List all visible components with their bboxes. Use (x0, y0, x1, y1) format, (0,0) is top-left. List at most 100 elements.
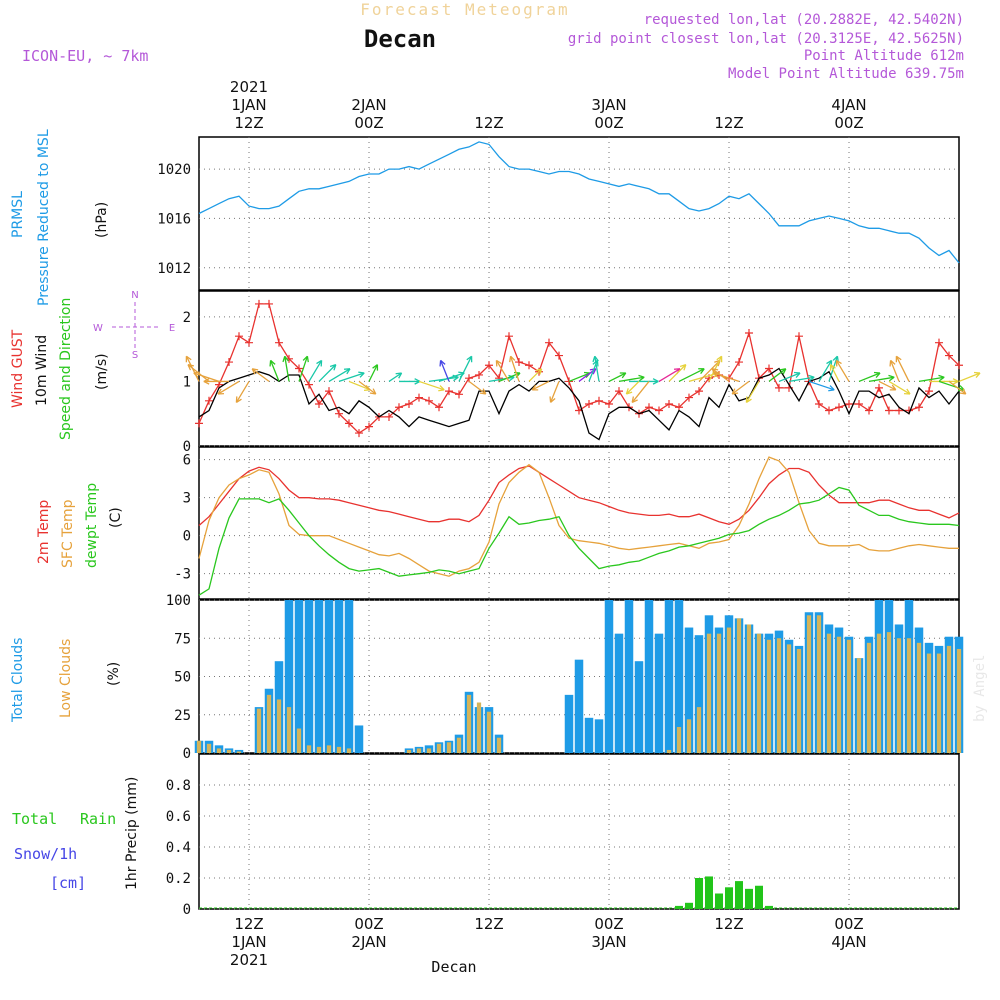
bottom-time-label: 3JAN (591, 933, 626, 951)
gust-marker (765, 364, 773, 373)
chart-title: Decan (364, 25, 436, 53)
wind-arrow-head (959, 388, 967, 395)
low-cloud-bar (226, 749, 232, 753)
wind-arrow-shaft (594, 356, 600, 382)
rain-bar (765, 905, 773, 909)
wind-arrow-shaft (835, 360, 850, 382)
total-cloud-bar (284, 600, 294, 753)
clouds-low-label: Low Clouds (58, 639, 74, 718)
wind-arrow-shaft (217, 380, 240, 395)
temp-sfc-label: SFC Temp (60, 499, 76, 568)
wind-arrow-head (269, 359, 276, 367)
wind-direction-label: Speed and Direction (58, 298, 74, 440)
compass-w: W (93, 323, 103, 334)
gust-marker (195, 419, 203, 428)
compass-rose-icon: N S W E (93, 290, 175, 361)
wind-arrow-head (589, 368, 597, 375)
wind-arrow-head (343, 368, 351, 375)
pressure-panel-frame (198, 136, 960, 291)
pressure-name-label: PRMSL (10, 191, 26, 238)
y-tick-label: 1012 (157, 261, 191, 277)
wind-arrow-shaft (495, 360, 510, 382)
wind-arrow-shaft (338, 372, 365, 383)
wind-arrow-head (395, 372, 403, 379)
model-label: ICON-EU, ~ 7km (22, 47, 148, 65)
wind-arrow-head (889, 359, 896, 367)
gust-marker (415, 393, 423, 402)
top-time-label: 00Z (594, 114, 623, 132)
total-cloud-bar (644, 600, 654, 753)
gust-marker (775, 383, 783, 392)
precip-rain-label-b: Rain (80, 810, 116, 828)
wind-arrow-shaft (818, 360, 833, 382)
gust-marker (425, 396, 433, 405)
wind-arrow-shaft (731, 380, 750, 395)
wind-arrow-shaft (348, 380, 371, 391)
wind-arrow-head (698, 368, 705, 375)
gust-marker (405, 400, 413, 409)
precip-snow-label: Snow/1h (14, 845, 77, 863)
y-tick-label: 1016 (157, 211, 191, 227)
temperature-series-line (198, 465, 960, 526)
top-time-label: 3JAN (591, 96, 626, 114)
gust-marker (865, 406, 873, 415)
low-cloud-bar (406, 749, 412, 753)
rain-bar (675, 905, 683, 909)
gust-marker (935, 338, 943, 347)
gust-marker (945, 351, 953, 360)
wind-arrow-shaft (235, 381, 250, 403)
y-tick-label: 0 (183, 902, 191, 918)
total-cloud-bar (614, 633, 624, 753)
y-tick-label: 3 (183, 491, 191, 507)
total-cloud-bar (694, 635, 704, 753)
wind-arrow-head (549, 396, 556, 403)
wind-arrow-shaft (698, 359, 721, 382)
low-cloud-bar (836, 636, 842, 753)
total-cloud-bar (564, 694, 574, 753)
wind-arrow-shaft (358, 380, 377, 395)
wind-arrow-shaft (618, 376, 645, 383)
wind-arrow-head (835, 359, 842, 367)
low-cloud-bar (876, 633, 882, 753)
wind-arrow-shaft (668, 364, 687, 382)
wind-arrow-head (592, 359, 599, 367)
top-time-label: 4JAN (831, 96, 866, 114)
low-cloud-bar (486, 711, 492, 753)
total-cloud-bar (584, 717, 594, 753)
wind-arrow-shaft (568, 372, 591, 383)
gust-marker (265, 299, 273, 308)
total-cloud-bar (344, 600, 354, 753)
wind-arrow-head (808, 374, 815, 382)
gust-marker (875, 383, 883, 392)
gust-marker (325, 387, 333, 396)
gust-marker (255, 299, 263, 308)
gust-marker (545, 338, 553, 347)
low-cloud-bar (666, 749, 672, 753)
bottom-time-label: 12Z (714, 915, 743, 933)
temp-dewpt-label: dewpt Temp (84, 483, 100, 568)
rain-bar (715, 893, 723, 909)
temperature-series-line (198, 486, 960, 596)
bottom-time-label: 00Z (594, 915, 623, 933)
pressure-series-line (198, 141, 960, 264)
wind-arrow-head (235, 396, 242, 403)
wind-arrow-head (369, 388, 377, 395)
low-cloud-bar (476, 702, 482, 753)
total-cloud-bar (574, 659, 584, 753)
low-cloud-bar (496, 737, 502, 753)
bottom-time-label: 00Z (834, 915, 863, 933)
bottom-time-label: 4JAN (831, 933, 866, 951)
gust-marker (595, 396, 603, 405)
wind-arrow-head (438, 385, 445, 392)
y-tick-label: 100 (166, 593, 191, 609)
gust-marker (925, 387, 933, 396)
y-tick-label: 75 (174, 631, 191, 647)
low-cloud-bar (686, 719, 692, 753)
total-cloud-bar (324, 600, 334, 753)
wind-arrow-shaft (531, 380, 550, 391)
low-cloud-bar (886, 632, 892, 753)
wind-arrow-shaft (768, 368, 787, 382)
low-cloud-bar (216, 748, 222, 753)
bottom-time-label: 2021 (230, 951, 268, 969)
